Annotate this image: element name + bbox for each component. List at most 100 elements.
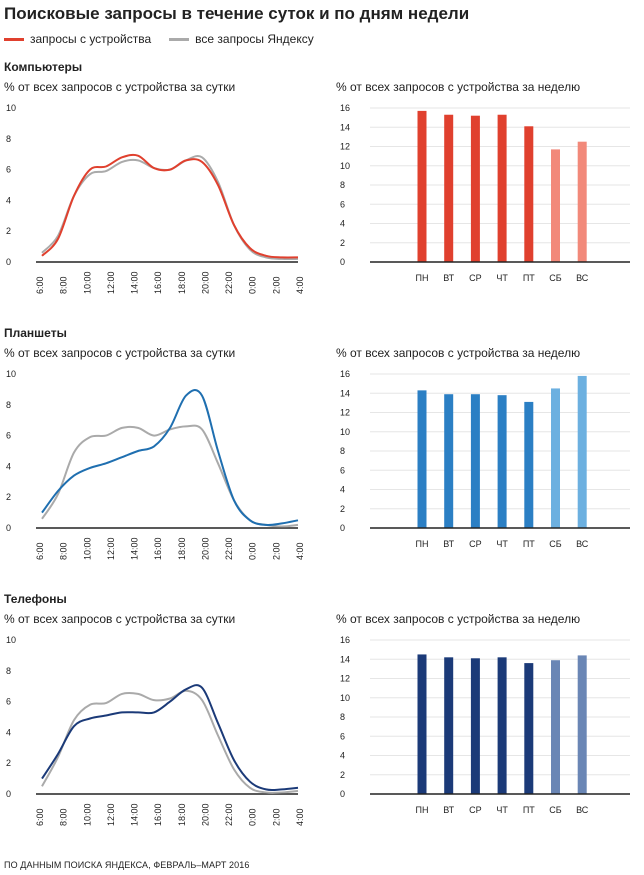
tablets-weekly-bar bbox=[524, 401, 534, 528]
phones-weekly-x-tick: СБ bbox=[549, 805, 561, 815]
tablets-weekly-y-tick: 8 bbox=[340, 446, 345, 456]
phones-daily-x-tick: 14:00 bbox=[130, 803, 140, 826]
computers-weekly-y-tick: 0 bbox=[340, 257, 345, 267]
tablets-weekly-y-tick: 2 bbox=[340, 504, 345, 514]
tablets-weekly-bar bbox=[497, 395, 507, 528]
phones-daily-x-tick: 0:00 bbox=[248, 808, 258, 826]
computers-weekly-x-tick: ВТ bbox=[443, 273, 454, 283]
tablets-daily-x-tick: 8:00 bbox=[59, 542, 69, 560]
computers-weekly-x-tick: ЧТ bbox=[496, 273, 508, 283]
phones-weekly-y-tick: 10 bbox=[340, 693, 350, 703]
computers-weekly-y-tick: 2 bbox=[340, 238, 345, 248]
phones-daily-y-tick: 10 bbox=[6, 635, 16, 645]
computers-daily-x-tick: 18:00 bbox=[177, 271, 187, 294]
legend-item-device: запросы с устройства bbox=[4, 32, 151, 46]
tablets-weekly-y-tick: 12 bbox=[340, 408, 350, 418]
phones-weekly-y-tick: 2 bbox=[340, 770, 345, 780]
computers-daily-x-tick: 14:00 bbox=[130, 271, 140, 294]
tablets-daily-x-tick: 2:00 bbox=[271, 542, 281, 560]
tablets-daily-x-tick: 14:00 bbox=[130, 537, 140, 560]
tablets-weekly-x-tick: ВТ bbox=[443, 539, 454, 549]
tablets-daily-x-tick: 20:00 bbox=[200, 537, 210, 560]
phones-weekly-y-tick: 6 bbox=[340, 731, 345, 741]
tablets-weekly-x-tick: ПТ bbox=[523, 539, 535, 549]
computers-daily-x-tick: 2:00 bbox=[271, 276, 281, 294]
computers-weekly-bar bbox=[444, 114, 454, 262]
computers-daily-series-all bbox=[41, 154, 299, 261]
phones-daily-series-all bbox=[41, 689, 299, 794]
tablets-weekly-x-tick: СР bbox=[469, 539, 482, 549]
computers-daily-x-tick: 10:00 bbox=[82, 271, 92, 294]
tablets-weekly-x-tick: ПН bbox=[416, 539, 429, 549]
tablets-weekly-y-tick: 16 bbox=[340, 369, 350, 379]
computers-daily-y-tick: 10 bbox=[6, 103, 16, 113]
tablets-daily-x-tick: 18:00 bbox=[177, 537, 187, 560]
computers-daily-y-tick: 2 bbox=[6, 226, 11, 236]
computers-weekly-y-tick: 8 bbox=[340, 180, 345, 190]
section-title-computers: Компьютеры bbox=[4, 60, 83, 74]
computers-weekly-y-tick: 6 bbox=[340, 199, 345, 209]
phones-daily-y-tick: 6 bbox=[6, 697, 11, 707]
section-title-phones: Телефоны bbox=[4, 592, 67, 606]
tablets-weekly-x-tick: ЧТ bbox=[496, 539, 508, 549]
chart-title-tablets-weekly: % от всех запросов с устройства за недел… bbox=[336, 346, 581, 360]
computers-daily-x-tick: 4:00 bbox=[295, 276, 305, 294]
phones-daily-series-device bbox=[41, 684, 299, 792]
computers-daily-x-tick: 16:00 bbox=[153, 271, 163, 294]
computers-daily-x-tick: 8:00 bbox=[59, 276, 69, 294]
phones-daily-x-tick: 12:00 bbox=[106, 803, 116, 826]
section-title-tablets: Планшеты bbox=[4, 326, 67, 340]
computers-daily-x-tick: 12:00 bbox=[106, 271, 116, 294]
phones-weekly-x-tick: ПН bbox=[416, 805, 429, 815]
phones-daily-y-tick: 2 bbox=[6, 758, 11, 768]
tablets-weekly-bar bbox=[551, 388, 560, 528]
tablets-daily-x-tick: 0:00 bbox=[248, 542, 258, 560]
computers-daily-y-tick: 6 bbox=[6, 165, 11, 175]
tablets-daily-y-tick: 2 bbox=[6, 492, 11, 502]
phones-daily-x-tick: 8:00 bbox=[59, 808, 69, 826]
tablets-weekly-y-tick: 4 bbox=[340, 485, 345, 495]
chart-title-tablets-daily: % от всех запросов с устройства за сутки bbox=[4, 346, 236, 360]
computers-weekly-y-tick: 4 bbox=[340, 219, 345, 229]
phones-weekly-y-tick: 0 bbox=[340, 789, 345, 799]
computers-daily-y-tick: 8 bbox=[6, 134, 11, 144]
chart-title-computers-daily: % от всех запросов с устройства за сутки bbox=[4, 80, 236, 94]
computers-weekly-x-tick: СБ bbox=[549, 273, 561, 283]
phones-daily-y-tick: 8 bbox=[6, 666, 11, 676]
phones-weekly-bar bbox=[551, 660, 560, 794]
tablets-daily-x-tick: 10:00 bbox=[82, 537, 92, 560]
computers-daily-y-tick: 0 bbox=[6, 257, 11, 267]
computers-weekly-y-tick: 10 bbox=[340, 161, 350, 171]
computers-weekly-bar bbox=[417, 110, 427, 262]
computers-daily-y-tick: 4 bbox=[6, 195, 11, 205]
phones-weekly-x-tick: ВТ bbox=[443, 805, 454, 815]
phones-daily-x-tick: 20:00 bbox=[200, 803, 210, 826]
tablets-daily-y-tick: 4 bbox=[6, 461, 11, 471]
computers-weekly-bar bbox=[524, 126, 534, 262]
phones-daily-x-tick: 16:00 bbox=[153, 803, 163, 826]
computers-daily-x-tick: 0:00 bbox=[248, 276, 258, 294]
phones-daily-x-tick: 10:00 bbox=[82, 803, 92, 826]
tablets-daily-y-tick: 6 bbox=[6, 431, 11, 441]
computers-daily-x-tick: 20:00 bbox=[200, 271, 210, 294]
phones-weekly-y-tick: 14 bbox=[340, 654, 350, 664]
tablets-weekly-bar bbox=[577, 375, 587, 528]
tablets-weekly-bar bbox=[417, 390, 427, 528]
phones-weekly-y-tick: 12 bbox=[340, 674, 350, 684]
phones-weekly-bar bbox=[470, 658, 480, 794]
computers-weekly-bar bbox=[577, 141, 587, 262]
phones-weekly-bar bbox=[444, 657, 454, 794]
computers-weekly-y-tick: 16 bbox=[340, 103, 350, 113]
phones-weekly-y-tick: 8 bbox=[340, 712, 345, 722]
phones-daily-x-tick: 4:00 bbox=[295, 808, 305, 826]
tablets-daily-x-tick: 16:00 bbox=[153, 537, 163, 560]
legend-label-all: все запросы Яндексу bbox=[195, 32, 314, 46]
computers-weekly-y-tick: 12 bbox=[340, 142, 350, 152]
phones-weekly-x-tick: СР bbox=[469, 805, 482, 815]
phones-daily-x-tick: 6:00 bbox=[35, 808, 45, 826]
phones-weekly-bar bbox=[417, 654, 427, 794]
phones-weekly-x-tick: ЧТ bbox=[496, 805, 508, 815]
computers-daily-x-tick: 6:00 bbox=[35, 276, 45, 294]
tablets-weekly-y-tick: 10 bbox=[340, 427, 350, 437]
